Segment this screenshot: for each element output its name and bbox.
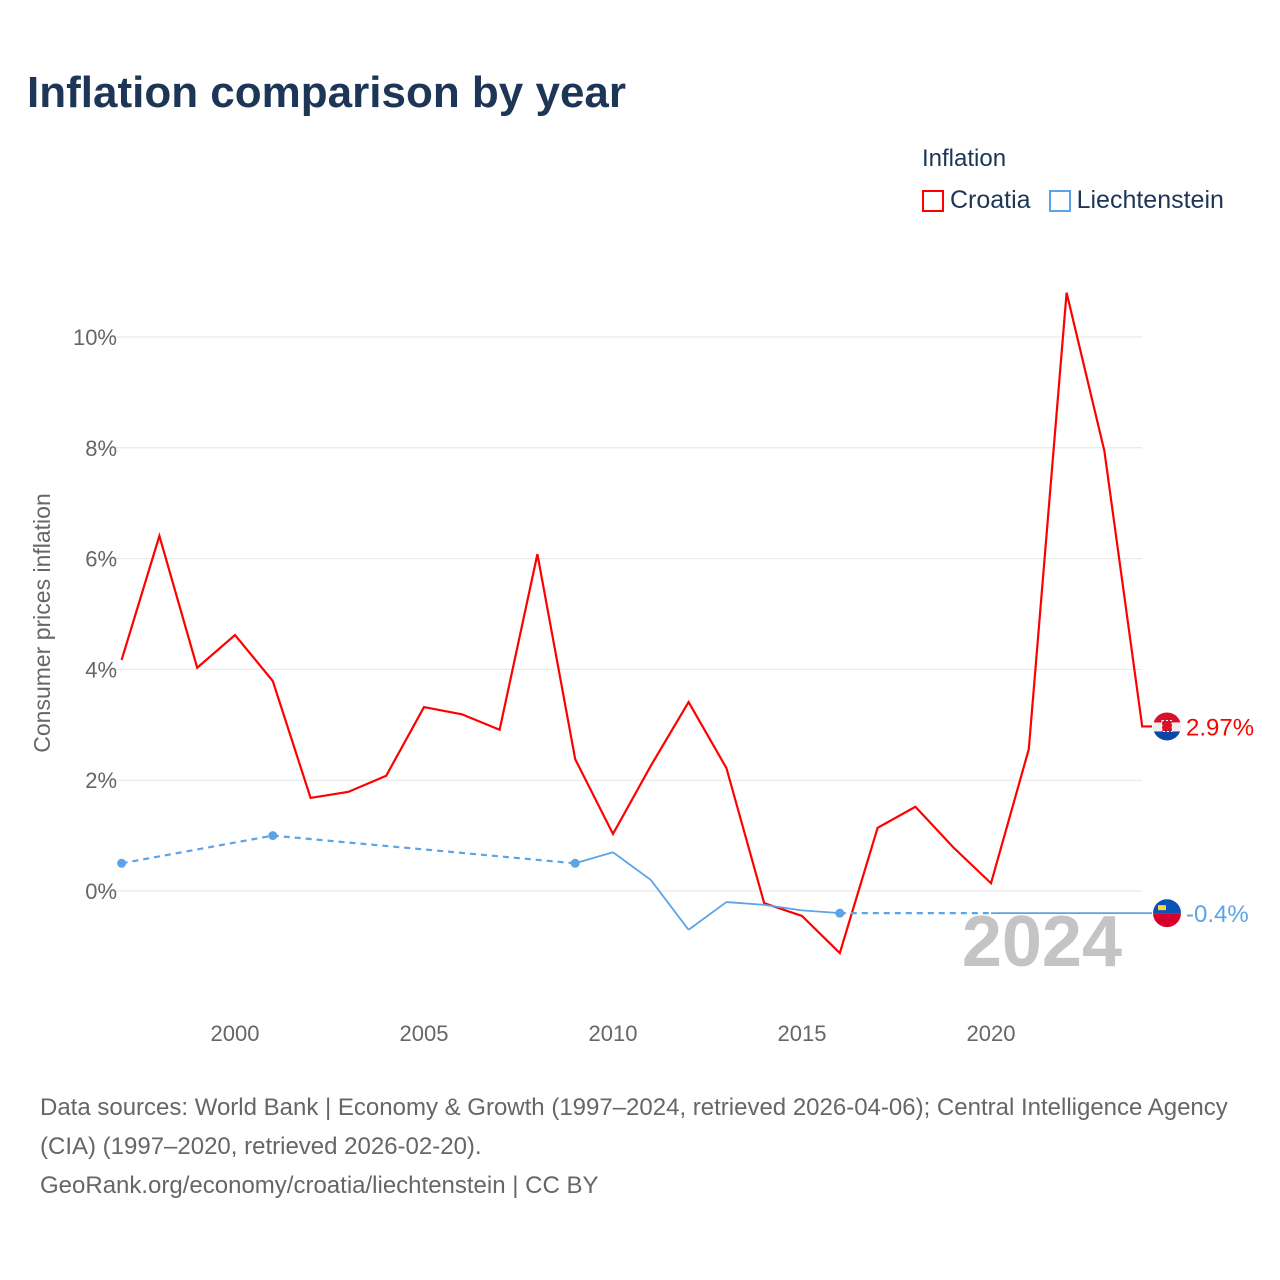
legend-label: Liechtenstein: [1076, 186, 1224, 214]
liechtenstein-line-segment: [121, 834, 273, 865]
liechtenstein-line-segment: [612, 851, 652, 881]
liechtenstein-line-segment: [688, 901, 727, 931]
liechtenstein-line-segment: [801, 909, 840, 915]
legend-item-croatia[interactable]: Croatia: [922, 186, 1031, 215]
croatia-flag-icon: [1153, 712, 1181, 741]
y-tick-label: 2%: [85, 768, 117, 793]
liechtenstein-marker: [835, 908, 845, 918]
data-sources: Data sources: World Bank | Economy & Gro…: [40, 1088, 1250, 1205]
croatia-end-label: 2.97%: [1186, 714, 1254, 741]
liechtenstein-line-segment: [272, 834, 576, 865]
liechtenstein-marker: [570, 858, 580, 868]
x-tick-label: 2005: [400, 1021, 449, 1046]
liechtenstein-flag-icon: [1153, 899, 1181, 928]
y-tick-label: 10%: [73, 325, 117, 350]
x-tick-label: 2000: [211, 1021, 260, 1046]
liechtenstein-line-segment: [726, 901, 765, 906]
liechtenstein-marker: [117, 858, 127, 868]
legend-swatch-croatia: [922, 189, 944, 212]
legend: Croatia Liechtenstein: [922, 186, 1224, 215]
liechtenstein-end-label: -0.4%: [1186, 901, 1249, 928]
legend-item-liechtenstein[interactable]: Liechtenstein: [1048, 186, 1224, 215]
legend-label: Croatia: [950, 186, 1031, 214]
x-tick-label: 2010: [589, 1021, 638, 1046]
y-tick-label: 8%: [85, 436, 117, 461]
liechtenstein-line-segment: [574, 851, 614, 865]
y-tick-label: 4%: [85, 657, 117, 682]
liechtenstein-line-segment: [764, 903, 803, 912]
y-tick-label: 0%: [85, 879, 117, 904]
y-axis-label: Consumer prices inflation: [29, 493, 55, 753]
legend-title: Inflation: [922, 145, 1007, 172]
sources-link[interactable]: GeoRank.org/economy/croatia/liechtenstei…: [40, 1172, 599, 1199]
legend-swatch-liechtenstein: [1048, 189, 1071, 212]
x-tick-label: 2020: [967, 1021, 1016, 1046]
liechtenstein-line-segment: [650, 879, 690, 931]
croatia-line: [120, 292, 1152, 956]
x-tick-label: 2015: [778, 1021, 827, 1046]
y-tick-label: 6%: [85, 547, 117, 572]
liechtenstein-marker: [268, 831, 278, 841]
sources-line: Data sources: World Bank | Economy & Gro…: [40, 1094, 1228, 1160]
year-watermark: 2024: [962, 902, 1122, 982]
chart-title: Inflation comparison by year: [27, 68, 627, 117]
